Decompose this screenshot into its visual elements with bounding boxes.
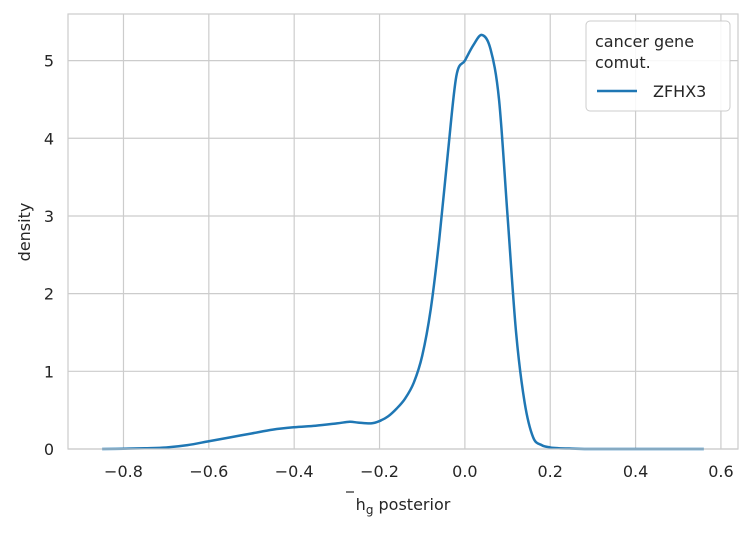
x-tick-labels: −0.8 −0.6 −0.4 −0.2 0.0 0.2 0.4 0.6 <box>104 462 734 481</box>
x-axis-title-subscript: g <box>366 503 374 517</box>
x-tick-label: 0.2 <box>538 462 563 481</box>
x-axis-title-main: h <box>356 495 366 514</box>
x-tick-label: −0.6 <box>189 462 228 481</box>
x-tick-label: −0.2 <box>360 462 399 481</box>
x-tick-label: 0.4 <box>623 462 648 481</box>
y-tick-labels: 0 1 2 3 4 5 <box>44 52 54 459</box>
y-tick-label: 3 <box>44 207 54 226</box>
series-lines <box>102 33 704 451</box>
series-line-zfhx3 <box>102 33 704 451</box>
x-axis-title-rest: posterior <box>373 495 450 514</box>
x-axis-title: hg posterior <box>356 495 451 517</box>
y-axis-title: density <box>15 203 34 262</box>
y-tick-label: 2 <box>44 285 54 304</box>
x-tick-label: 0.0 <box>452 462 477 481</box>
x-tick-label: −0.8 <box>104 462 143 481</box>
y-tick-label: 1 <box>44 362 54 381</box>
x-tick-label: 0.6 <box>708 462 733 481</box>
y-tick-label: 5 <box>44 52 54 71</box>
y-tick-label: 0 <box>44 440 54 459</box>
x-tick-label: −0.4 <box>275 462 314 481</box>
legend-box <box>585 20 731 112</box>
plot-frame <box>67 13 739 450</box>
legend-label-zfhx3: ZFHX3 <box>653 82 706 101</box>
legend: cancer gene comut. ZFHX3 <box>585 20 731 112</box>
y-tick-label: 4 <box>44 129 54 148</box>
legend-title-line2: comut. <box>595 53 651 72</box>
legend-title-line1: cancer gene <box>595 32 694 51</box>
